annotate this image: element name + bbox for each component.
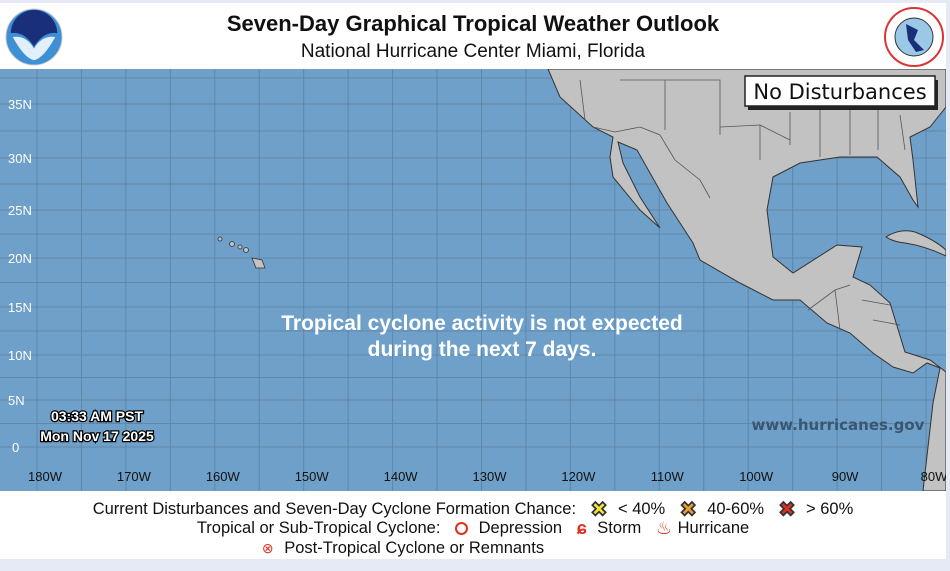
- issue-date: Mon Nov 17 2025: [40, 428, 154, 444]
- status-box-text: No Disturbances: [753, 80, 926, 104]
- lon-label: 160W: [206, 469, 241, 484]
- nws-logo: [884, 7, 944, 67]
- issue-time: 03:33 AM PST: [51, 408, 144, 424]
- legend-medium: 40-60%: [707, 500, 765, 518]
- x-low-icon: ✖: [590, 499, 608, 522]
- outlook-map: 35N 30N 25N 20N 15N 10N 5N 0 180W 170W 160W 150W 14…: [0, 69, 946, 491]
- message-line-2: during the next 7 days.: [368, 338, 597, 361]
- grid-lines: [0, 69, 946, 491]
- hurricane-icon: ♨: [655, 518, 673, 538]
- x-high-icon: ✖: [778, 499, 796, 522]
- legend-post-tropical: Post-Tropical Cyclone or Remnants: [284, 539, 545, 558]
- legend-cyclone-label: Tropical or Sub-Tropical Cyclone:: [196, 519, 441, 537]
- storm-icon: ɕ: [576, 518, 587, 538]
- lat-label: 0: [12, 440, 19, 455]
- lon-label: 100W: [739, 469, 774, 484]
- lat-label: 10N: [8, 348, 32, 363]
- land-cuba: [885, 230, 946, 257]
- status-box: No Disturbances: [744, 75, 938, 110]
- lon-label: 180W: [28, 469, 63, 484]
- lat-label: 15N: [8, 300, 32, 315]
- x-medium-icon: ✖: [679, 499, 697, 522]
- legend-depression: Depression: [478, 519, 563, 537]
- lon-label: 130W: [473, 469, 508, 484]
- legend-hurricane: Hurricane: [677, 519, 750, 537]
- legend-storm: Storm: [597, 519, 642, 537]
- noaa-logo: [5, 8, 63, 66]
- latitude-labels: 35N 30N 25N 20N 15N 10N 5N 0: [8, 97, 32, 455]
- website-watermark: www.hurricanes.gov: [752, 416, 925, 434]
- land-north-america: [547, 69, 946, 491]
- lon-label: 150W: [295, 469, 330, 484]
- longitude-labels: 180W 170W 160W 150W 140W 130W 120W 110W 100W 90W 8…: [28, 469, 946, 484]
- lat-label: 20N: [8, 251, 32, 266]
- post-tropical-icon: ⊗: [261, 540, 274, 557]
- lon-label: 170W: [117, 469, 152, 484]
- state-borders: [579, 79, 906, 331]
- page-subtitle: National Hurricane Center Miami, Florida: [300, 41, 646, 62]
- header: Seven-Day Graphical Tropical Weather Out…: [0, 3, 946, 69]
- legend-low: < 40%: [617, 500, 666, 518]
- legend-formation-label: Current Disturbances and Seven-Day Cyclo…: [92, 500, 577, 518]
- lon-label: 110W: [651, 469, 685, 484]
- lon-label: 140W: [384, 469, 419, 484]
- hawaii-islands: [217, 236, 266, 269]
- page-title: Seven-Day Graphical Tropical Weather Out…: [226, 11, 720, 36]
- lon-label: 90W: [832, 469, 859, 484]
- legend-high: > 60%: [806, 500, 854, 518]
- lon-label: 120W: [561, 469, 596, 484]
- lat-label: 5N: [8, 393, 25, 408]
- message-line-1: Tropical cyclone activity is not expecte…: [281, 312, 682, 335]
- depression-icon: [455, 522, 469, 535]
- lat-label: 25N: [8, 203, 32, 218]
- lat-label: 35N: [8, 97, 32, 112]
- lat-label: 30N: [8, 151, 32, 166]
- lon-label: 80W: [921, 469, 946, 484]
- legend: Current Disturbances and Seven-Day Cyclo…: [0, 491, 946, 559]
